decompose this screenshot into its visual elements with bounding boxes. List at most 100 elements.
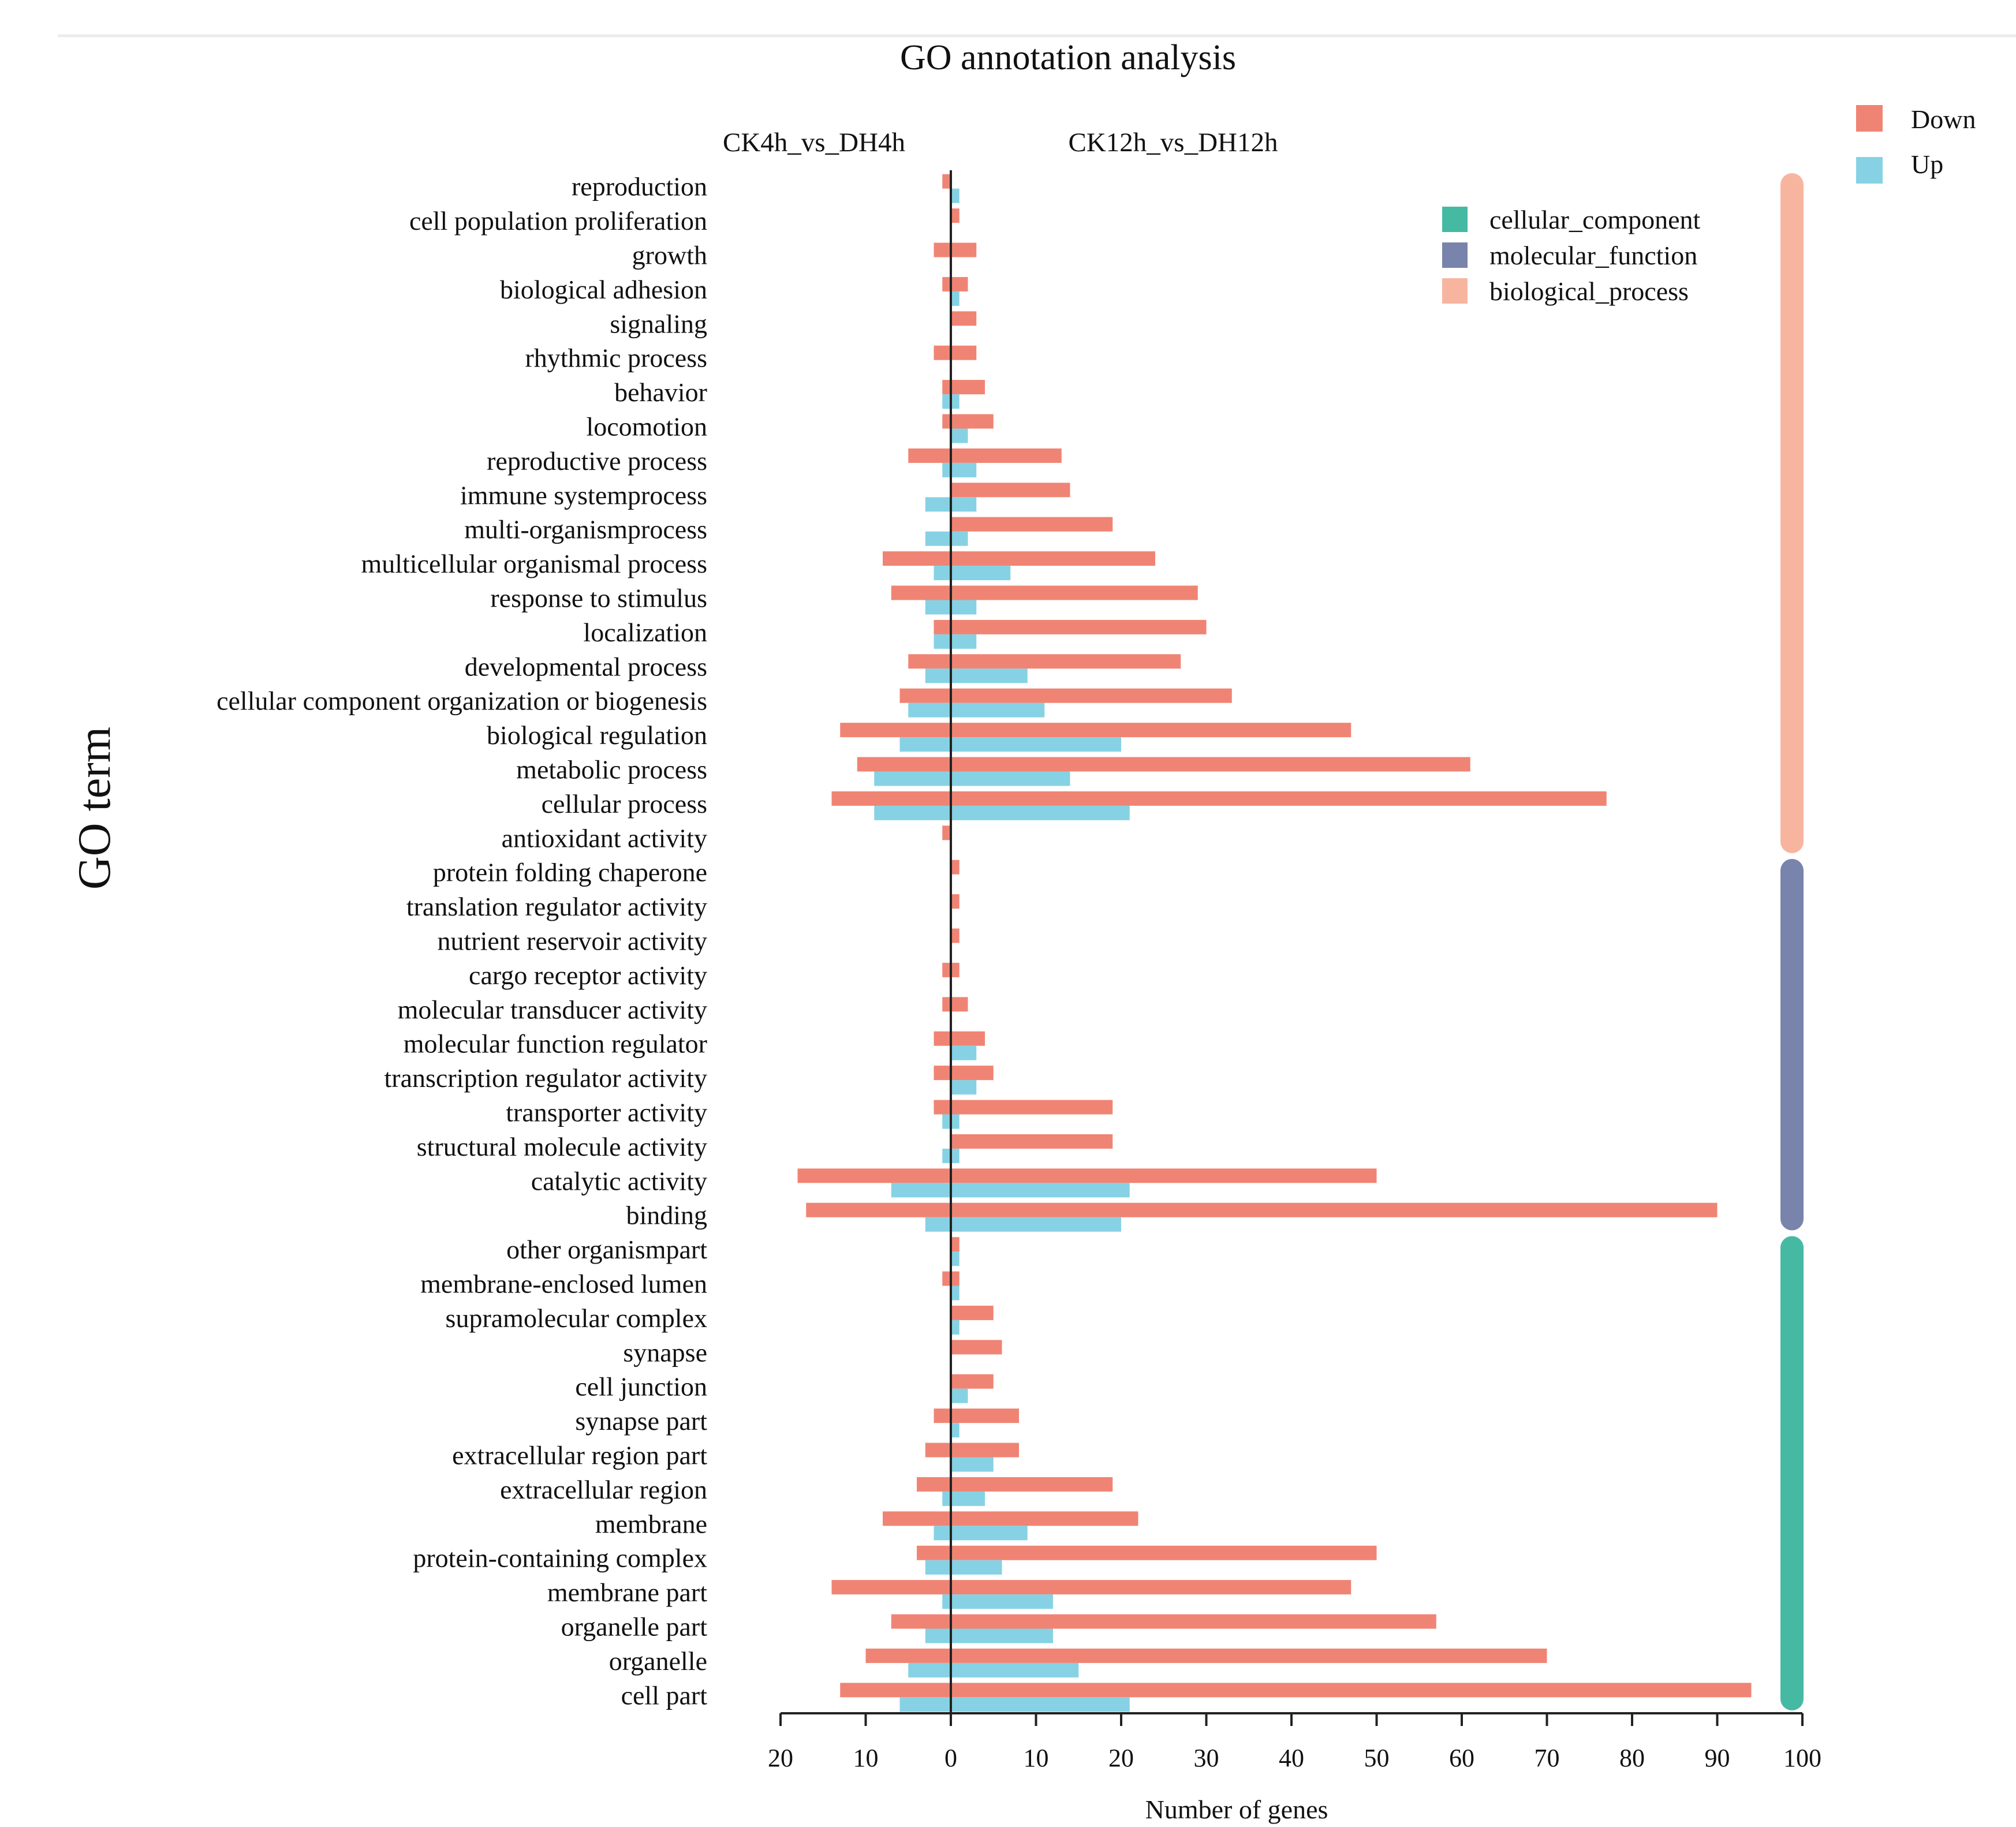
x-tick-label-0: 20 <box>768 1744 793 1772</box>
bar-ck12h-up-extracellular-region-part <box>951 1457 994 1472</box>
bar-ck12h-down-reproductive-process <box>951 448 1062 463</box>
bar-ck12h-up-biological-regulation <box>951 737 1121 752</box>
group-bar-molecular-function <box>1780 859 1804 1231</box>
bar-ck4h-down-molecular-transducer-activity <box>942 997 951 1012</box>
bar-ck12h-down-protein-containing-complex <box>951 1545 1377 1560</box>
bar-ck12h-up-transporter-activity <box>951 1114 960 1129</box>
bar-ck12h-down-membrane <box>951 1511 1138 1526</box>
bar-ck12h-up-multi-organismprocess <box>951 531 968 546</box>
bar-ck4h-down-locomotion <box>942 414 951 429</box>
bar-ck12h-down-multi-organismprocess <box>951 517 1113 532</box>
bar-ck4h-up-membrane-part <box>942 1594 951 1609</box>
category-label-catalytic-activity: catalytic activity <box>531 1166 707 1195</box>
bar-ck12h-down-growth <box>951 242 977 257</box>
legend-label-biological-process: biological_process <box>1489 277 1689 306</box>
group-bar-cellular-component <box>1780 1236 1804 1710</box>
bar-ck12h-down-other-organismpart <box>951 1237 960 1252</box>
bar-ck4h-up-behavior <box>942 394 951 409</box>
bar-ck4h-down-synapse-part <box>934 1408 951 1424</box>
category-label-synapse-part: synapse part <box>575 1406 707 1436</box>
bar-ck12h-up-behavior <box>951 394 960 409</box>
bar-ck4h-down-response-to-stimulus <box>891 585 951 600</box>
bar-ck12h-down-locomotion <box>951 414 994 429</box>
category-legend: cellular_component molecular_function bi… <box>1442 205 1701 306</box>
bar-ck12h-down-synapse <box>951 1340 1002 1355</box>
x-axis-title: Number of genes <box>1145 1795 1328 1824</box>
category-label-rhythmic-process: rhythmic process <box>525 343 707 373</box>
bar-ck12h-down-cellular-process <box>951 791 1607 806</box>
bar-ck4h-down-extracellular-region <box>917 1477 951 1492</box>
legend-swatch-up <box>1856 157 1883 184</box>
bar-ck12h-down-cell-junction <box>951 1374 994 1389</box>
bar-ck12h-up-membrane <box>951 1526 1028 1541</box>
bar-ck12h-up-structural-molecule-activity <box>951 1148 960 1163</box>
bar-ck4h-up-cellular-component-organization-or-biogenesis <box>908 703 951 718</box>
panel-label-left: CK4h_vs_DH4h <box>723 128 905 158</box>
category-label-supramolecular-complex: supramolecular complex <box>446 1303 707 1333</box>
category-label-cellular-component-organization-or-biogenesis: cellular component organization or bioge… <box>216 686 707 716</box>
bar-ck4h-down-developmental-process <box>908 654 951 669</box>
category-label-cellular-process: cellular process <box>542 789 707 819</box>
category-label-cell-part: cell part <box>621 1680 708 1710</box>
x-tick-label-6: 40 <box>1279 1744 1304 1772</box>
bar-ck12h-down-structural-molecule-activity <box>951 1134 1113 1149</box>
category-label-reproductive-process: reproductive process <box>487 446 707 476</box>
bar-ck12h-up-transcription-regulator-activity <box>951 1080 977 1095</box>
legend-swatch-molecular-function <box>1442 242 1468 268</box>
bar-ck12h-up-membrane-enclosed-lumen <box>951 1286 960 1301</box>
bar-ck4h-up-biological-regulation <box>899 737 951 752</box>
bar-ck12h-up-membrane-part <box>951 1594 1053 1609</box>
category-label-extracellular-region-part: extracellular region part <box>452 1441 707 1470</box>
bar-ck4h-up-structural-molecule-activity <box>942 1148 951 1163</box>
bar-ck12h-up-supramolecular-complex <box>951 1320 960 1335</box>
bar-ck4h-down-membrane <box>883 1511 951 1526</box>
legend-swatch-biological-process <box>1442 278 1468 304</box>
category-label-multi-organismprocess: multi-organismprocess <box>464 515 707 544</box>
bar-ck12h-down-behavior <box>951 380 985 395</box>
bar-ck12h-up-catalytic-activity <box>951 1183 1130 1198</box>
bar-ck12h-down-membrane-enclosed-lumen <box>951 1271 960 1286</box>
bar-ck12h-down-biological-adhesion <box>951 277 968 292</box>
category-label-antioxidant-activity: antioxidant activity <box>502 823 707 853</box>
bar-ck12h-up-protein-containing-complex <box>951 1560 1002 1575</box>
category-label-cell-population-proliferation: cell population proliferation <box>409 206 707 236</box>
category-label-transporter-activity: transporter activity <box>506 1098 707 1127</box>
bar-ck4h-down-organelle <box>865 1648 951 1663</box>
x-tick-label-12: 100 <box>1783 1744 1821 1772</box>
category-label-membrane-part: membrane part <box>547 1578 707 1607</box>
bar-ck12h-down-response-to-stimulus <box>951 585 1198 600</box>
bar-ck12h-down-extracellular-region <box>951 1477 1113 1492</box>
bar-ck4h-up-localization <box>934 634 951 649</box>
bar-ck12h-up-cellular-component-organization-or-biogenesis <box>951 703 1045 718</box>
bar-ck12h-up-cellular-process <box>951 805 1130 820</box>
x-tick-label-10: 80 <box>1619 1744 1645 1772</box>
bar-ck4h-down-binding <box>806 1202 951 1217</box>
bar-ck12h-down-transcription-regulator-activity <box>951 1066 994 1081</box>
category-label-protein-folding-chaperone: protein folding chaperone <box>433 858 707 887</box>
bar-ck12h-up-reproductive-process <box>951 462 977 477</box>
category-label-translation-regulator-activity: translation regulator activity <box>406 892 707 921</box>
bar-ck4h-up-membrane <box>934 1526 951 1541</box>
bar-ck4h-up-multi-organismprocess <box>925 531 951 546</box>
bar-ck4h-down-behavior <box>942 380 951 395</box>
category-label-membrane-enclosed-lumen: membrane-enclosed lumen <box>420 1269 707 1299</box>
x-tick-label-7: 50 <box>1364 1744 1390 1772</box>
bar-ck12h-up-synapse-part <box>951 1423 960 1438</box>
bars-layer <box>797 174 1752 1712</box>
bar-ck4h-down-catalytic-activity <box>797 1168 951 1183</box>
bar-ck4h-up-transporter-activity <box>942 1114 951 1129</box>
bar-ck12h-up-developmental-process <box>951 668 1028 683</box>
bar-ck12h-down-membrane-part <box>951 1580 1352 1595</box>
category-label-nutrient-reservoir-activity: nutrient reservoir activity <box>437 926 707 956</box>
bar-ck4h-down-biological-adhesion <box>942 277 951 292</box>
direction-legend: Down Up <box>1856 104 1976 184</box>
bar-ck4h-down-transporter-activity <box>934 1100 951 1115</box>
x-tick-label-5: 30 <box>1194 1744 1219 1772</box>
bar-ck4h-up-catalytic-activity <box>891 1183 951 1198</box>
bar-ck12h-up-multicellular-organismal-process <box>951 566 1011 581</box>
bar-ck12h-down-binding <box>951 1202 1718 1217</box>
bar-ck12h-up-other-organismpart <box>951 1251 960 1266</box>
category-label-synapse: synapse <box>623 1337 707 1367</box>
category-label-cell-junction: cell junction <box>575 1372 707 1402</box>
bar-ck12h-down-protein-folding-chaperone <box>951 860 960 875</box>
